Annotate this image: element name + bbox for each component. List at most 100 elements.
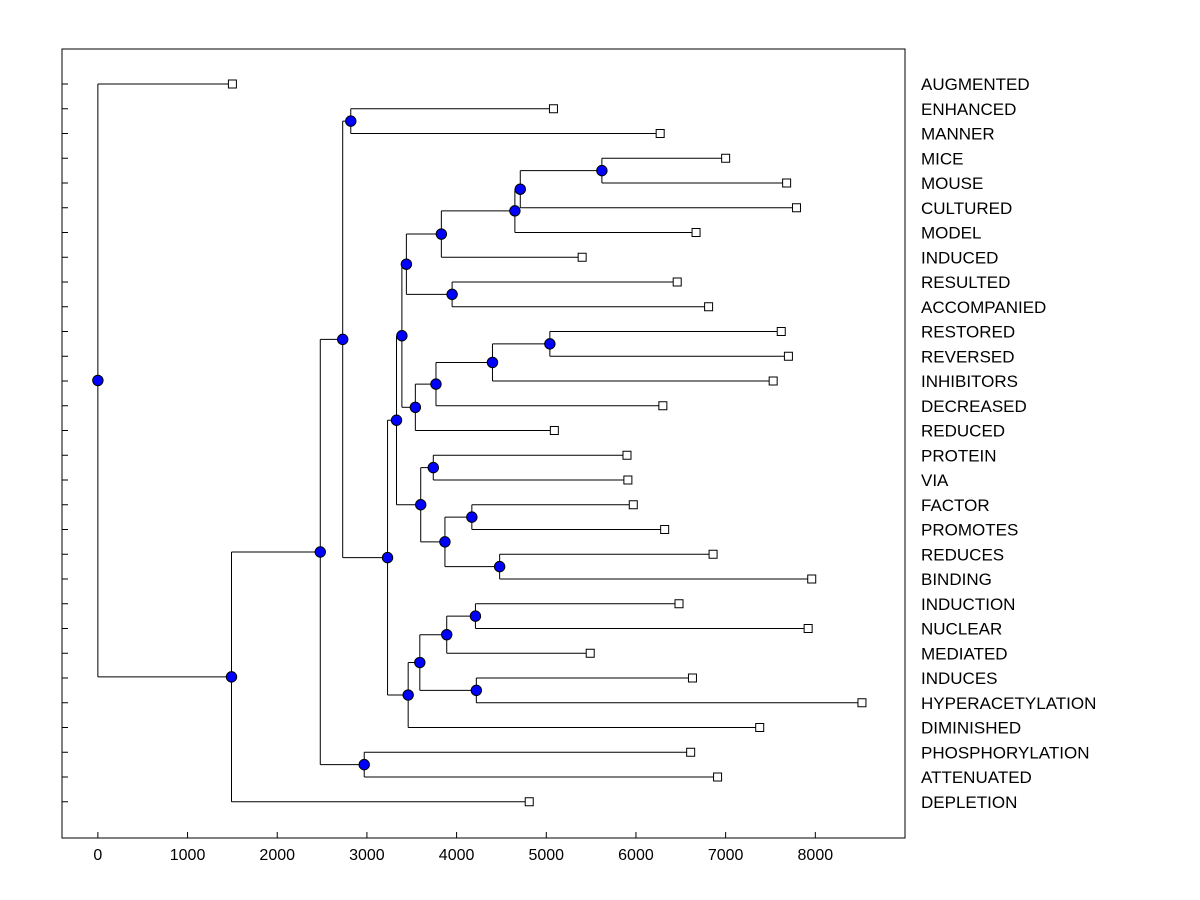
leaf-marker [687, 673, 697, 683]
leaf-markers [227, 79, 867, 807]
leaf-label: DECREASED [921, 397, 1027, 416]
leaf-label: ATTENUATED [921, 768, 1032, 787]
leaf-label: PROTEIN [921, 446, 997, 465]
leaf-marker [807, 574, 817, 584]
leaf-label: RESULTED [921, 273, 1010, 292]
x-tick-label: 2000 [259, 847, 295, 864]
leaf-label: INHIBITORS [921, 372, 1018, 391]
leaf-label: REDUCED [921, 422, 1005, 441]
merge-node [430, 378, 442, 390]
leaf-marker [623, 475, 633, 485]
leaf-label: NUCLEAR [921, 620, 1002, 639]
leaf-label: DEPLETION [921, 793, 1017, 812]
leaf-label: DIMINISHED [921, 719, 1021, 738]
leaf-marker [674, 599, 684, 609]
leaf-label: PROMOTES [921, 521, 1018, 540]
leaf-label: MOUSE [921, 174, 983, 193]
leaf-marker [691, 228, 701, 237]
leaf-marker [577, 252, 587, 262]
merge-node [446, 288, 458, 301]
leaf-marker [585, 648, 595, 658]
x-tick-label: 6000 [618, 847, 654, 864]
leaf-marker [660, 525, 670, 534]
merge-node [381, 551, 394, 564]
x-tick-label: 5000 [528, 847, 564, 864]
leaf-marker [655, 129, 665, 138]
merge-node [414, 656, 426, 669]
leaf-label: MICE [921, 149, 964, 168]
merge-node [358, 758, 370, 771]
x-tick-label: 0 [93, 847, 102, 864]
leaf-marker [672, 277, 682, 287]
leaf-marker [721, 153, 731, 163]
leaf-marker [768, 376, 778, 386]
leaf-label: FACTOR [921, 496, 990, 515]
leaf-marker [549, 426, 559, 435]
merge-node [509, 205, 521, 217]
leaf-marker [755, 723, 765, 732]
leaf-label: MEDIATED [921, 644, 1008, 663]
plot-frame [61, 48, 906, 839]
x-tick-label: 1000 [170, 847, 206, 864]
leaf-label: MODEL [921, 224, 981, 243]
leaf-label: INDUCTION [921, 595, 1015, 614]
leaf-marker [776, 327, 786, 336]
leaf-marker [783, 351, 793, 361]
merge-node [486, 356, 499, 369]
leaf-marker [803, 624, 813, 633]
leaf-marker [857, 698, 867, 708]
merge-node [466, 511, 478, 523]
leaf-label: HYPERACETYLATION [921, 694, 1096, 713]
merge-node [493, 560, 506, 573]
leaf-marker [686, 747, 696, 757]
leaf-marker [628, 500, 638, 510]
merge-node [544, 338, 556, 350]
leaf-label: PHOSPHORYLATION [921, 743, 1089, 762]
leaf-label: REDUCES [921, 545, 1004, 564]
leaf-label: ENHANCED [921, 100, 1016, 119]
leaf-label: REVERSED [921, 347, 1015, 366]
leaf-marker [791, 203, 801, 213]
merge-node [470, 684, 483, 697]
x-tick-label: 7000 [708, 847, 744, 864]
leaf-label: BINDING [921, 570, 992, 589]
merge-node [427, 461, 439, 474]
merge-node [390, 414, 403, 426]
leaf-label: INDUCES [921, 669, 998, 688]
merge-node [439, 536, 451, 548]
leaf-marker [704, 302, 714, 312]
leaf-marker [227, 79, 237, 89]
leaf-label: CULTURED [921, 199, 1012, 218]
merge-node [514, 183, 526, 195]
merge-node [469, 610, 482, 622]
leaf-label: RESTORED [921, 323, 1015, 342]
leaf-marker [658, 401, 668, 411]
merge-node [225, 671, 238, 683]
leaf-marker [713, 772, 723, 782]
leaf-marker [782, 178, 792, 188]
merge-node [345, 115, 357, 127]
leaf-label: AUGMENTED [921, 75, 1030, 94]
y-axis-ticks [62, 83, 68, 803]
merge-node [441, 628, 453, 641]
leaf-label: MANNER [921, 125, 995, 144]
merge-node [415, 499, 427, 511]
leaf-marker [524, 797, 534, 807]
merge-node [400, 258, 413, 270]
merge-node [596, 164, 608, 177]
leaf-label: VIA [921, 471, 949, 490]
x-tick-label: 3000 [349, 847, 385, 864]
merge-node [314, 546, 326, 558]
leaf-label: INDUCED [921, 248, 998, 267]
merge-node [435, 228, 448, 240]
leaf-label: ACCOMPANIED [921, 298, 1046, 317]
merge-node [402, 689, 414, 701]
x-tick-label: 8000 [798, 847, 834, 864]
merge-node [92, 374, 104, 387]
x-tick-label: 4000 [439, 847, 475, 864]
leaf-marker [708, 549, 718, 559]
leaf-labels: AUGMENTED ENHANCED MANNER MICE MOUSE CULTURED… [921, 75, 1096, 812]
merge-node [409, 401, 422, 413]
merge-node [337, 333, 349, 346]
